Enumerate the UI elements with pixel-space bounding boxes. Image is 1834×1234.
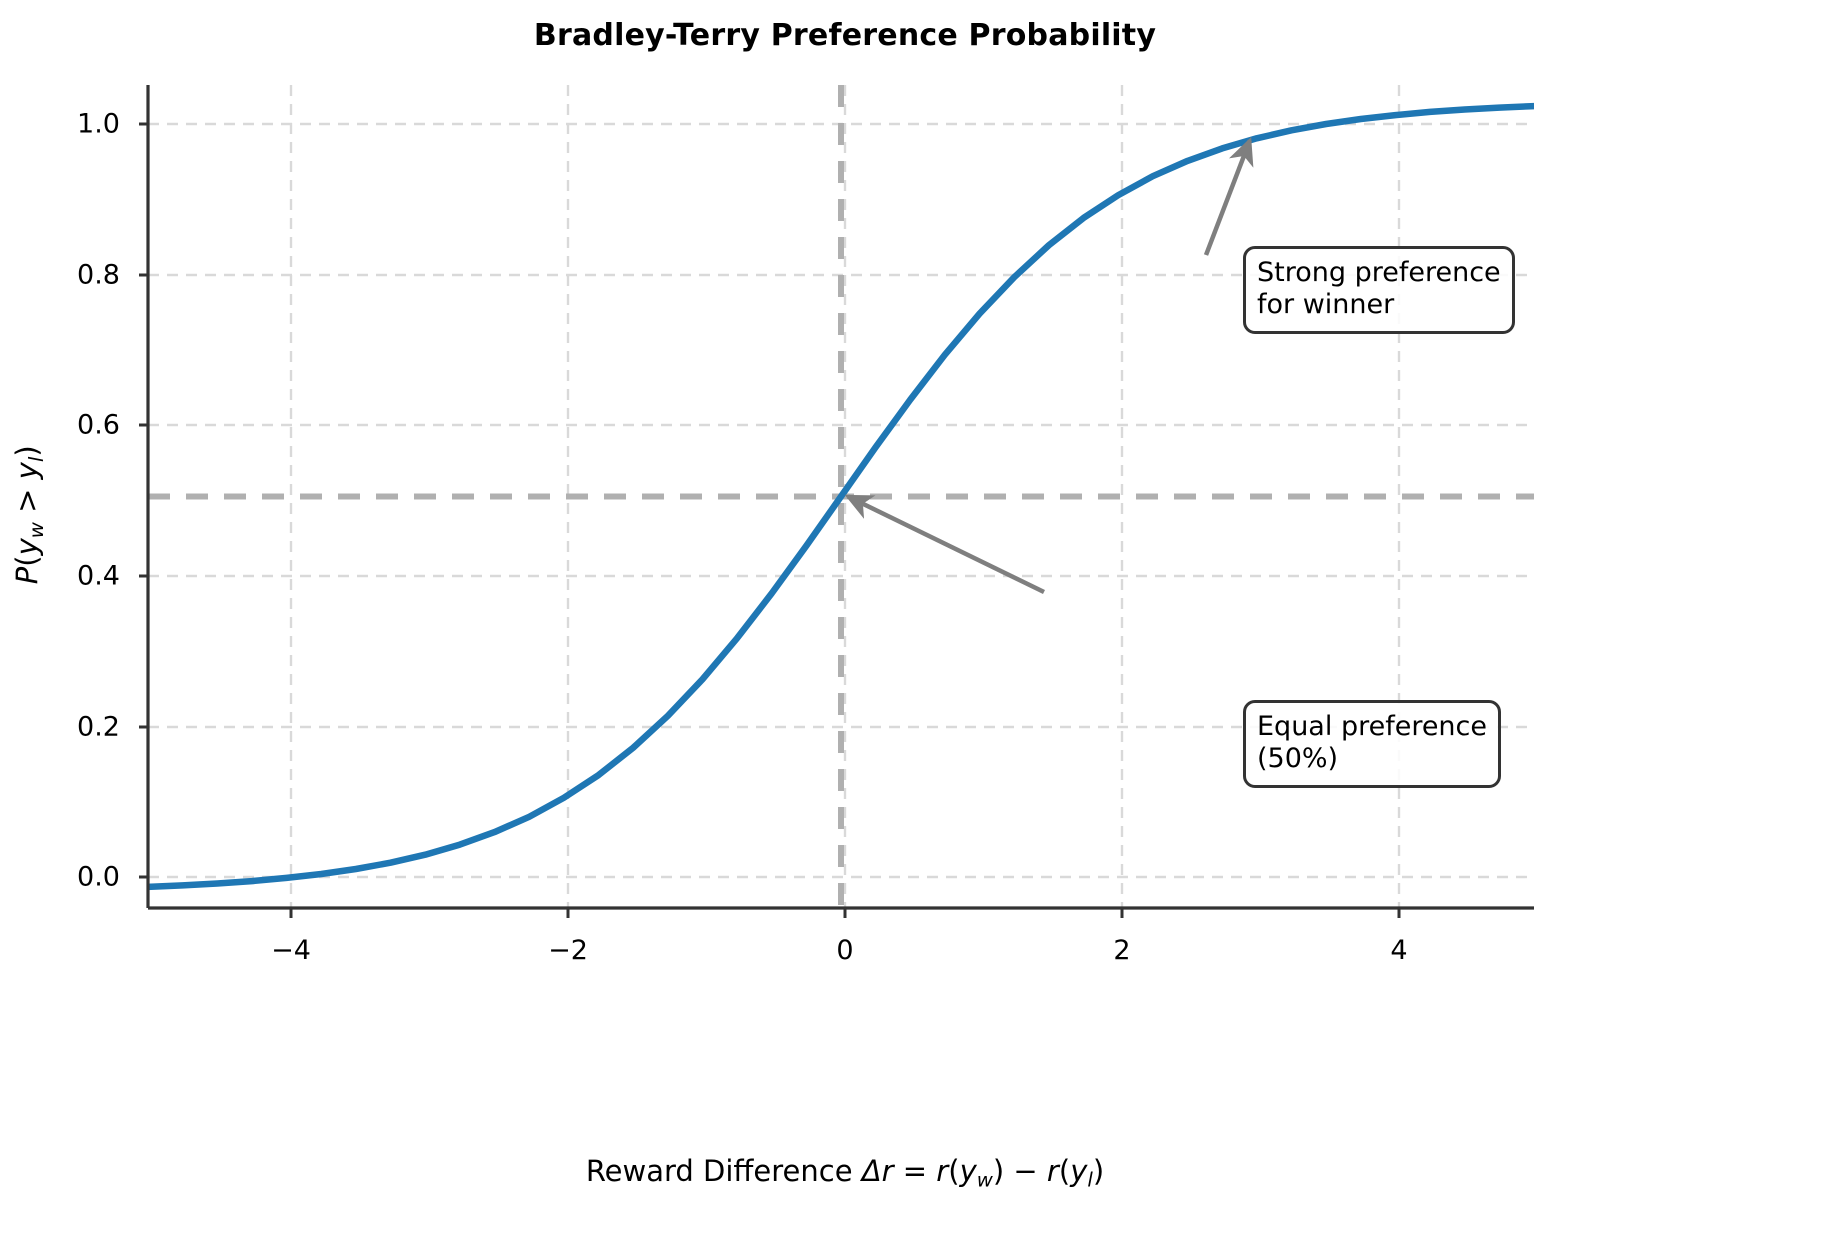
y-axis-label: P(yw > yl): [10, 445, 48, 585]
tick-marks: [139, 122, 1401, 918]
ytick-label-0.6: 0.6: [77, 409, 120, 441]
sigmoid-curve: [148, 102, 1534, 891]
strong-preference-line-1: Strong preference: [1257, 257, 1501, 288]
xtick-label--4: −4: [271, 935, 311, 966]
xtick-label-0: 0: [836, 935, 854, 966]
equal-preference-line-2: (50%): [1257, 742, 1339, 774]
strong-preference-annotation: Strong preference for winner: [1243, 246, 1515, 334]
strong-preference-line-2: for winner: [1257, 288, 1395, 320]
ytick-label-0.2: 0.2: [77, 711, 120, 743]
xtick-label-4: 4: [1390, 935, 1408, 966]
equal-preference-line-1: Equal preference: [1257, 711, 1488, 742]
ytick-label-0.0: 0.0: [77, 861, 120, 893]
x-axis-label: Reward Difference Δr = r(yw) − r(yl): [585, 1154, 1105, 1192]
equal-preference-annotation: Equal preference (50%): [1243, 700, 1502, 788]
ytick-label-0.8: 0.8: [77, 259, 120, 291]
xtick-label--2: −2: [548, 935, 588, 966]
ytick-label-1.0: 1.0: [77, 108, 120, 140]
xtick-label-2: 2: [1113, 935, 1131, 966]
strong-preference-arrow: [1203, 137, 1254, 256]
equal-preference-arrow: [844, 494, 1045, 595]
axis-spines: [146, 85, 1534, 910]
chart-title: Bradley-Terry Preference Probability: [533, 18, 1157, 53]
ytick-label-0.4: 0.4: [77, 560, 120, 592]
annotation-arrows: [844, 137, 1254, 595]
